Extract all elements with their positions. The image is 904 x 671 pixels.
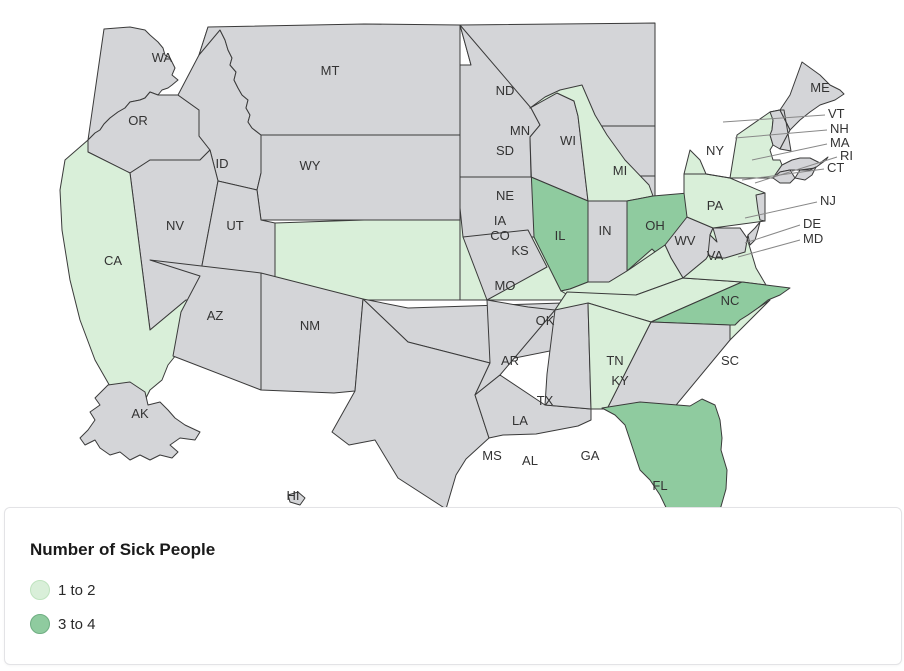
svg-text:MN: MN [510, 123, 530, 138]
svg-text:ME: ME [810, 80, 830, 95]
svg-text:WY: WY [300, 158, 321, 173]
svg-text:PA: PA [707, 198, 724, 213]
svg-text:NH: NH [830, 121, 849, 136]
svg-text:NV: NV [166, 218, 184, 233]
svg-text:HI: HI [287, 488, 300, 503]
svg-text:CA: CA [104, 253, 122, 268]
svg-text:ID: ID [216, 156, 229, 171]
svg-text:OH: OH [645, 218, 665, 233]
svg-text:GA: GA [581, 448, 600, 463]
svg-text:MD: MD [803, 231, 823, 246]
svg-text:NE: NE [496, 188, 514, 203]
svg-text:OR: OR [128, 113, 148, 128]
svg-text:DE: DE [803, 216, 821, 231]
svg-text:WA: WA [152, 50, 173, 65]
svg-text:NM: NM [300, 318, 320, 333]
svg-text:OK: OK [536, 313, 555, 328]
svg-text:CO: CO [490, 228, 510, 243]
svg-text:SC: SC [721, 353, 739, 368]
svg-text:IL: IL [555, 228, 566, 243]
svg-text:IN: IN [599, 223, 612, 238]
svg-text:TX: TX [537, 393, 554, 408]
svg-text:AR: AR [501, 353, 519, 368]
svg-text:WV: WV [675, 233, 696, 248]
svg-text:MT: MT [321, 63, 340, 78]
svg-text:NJ: NJ [820, 193, 836, 208]
svg-text:IA: IA [494, 213, 507, 228]
svg-text:KY: KY [611, 373, 629, 388]
svg-text:VA: VA [707, 248, 724, 263]
svg-text:AL: AL [522, 453, 538, 468]
svg-text:ND: ND [496, 83, 515, 98]
svg-text:TN: TN [606, 353, 623, 368]
svg-text:UT: UT [226, 218, 243, 233]
svg-text:MS: MS [482, 448, 502, 463]
svg-text:MI: MI [613, 163, 627, 178]
svg-text:RI: RI [840, 148, 853, 163]
svg-text:SD: SD [496, 143, 514, 158]
svg-text:AK: AK [131, 406, 149, 421]
svg-text:FL: FL [652, 478, 667, 493]
svg-text:MO: MO [495, 278, 516, 293]
svg-text:NY: NY [706, 143, 724, 158]
svg-text:NC: NC [721, 293, 740, 308]
svg-text:AZ: AZ [207, 308, 224, 323]
svg-text:LA: LA [512, 413, 528, 428]
svg-text:VT: VT [828, 106, 845, 121]
svg-text:WI: WI [560, 133, 576, 148]
svg-text:KS: KS [511, 243, 529, 258]
